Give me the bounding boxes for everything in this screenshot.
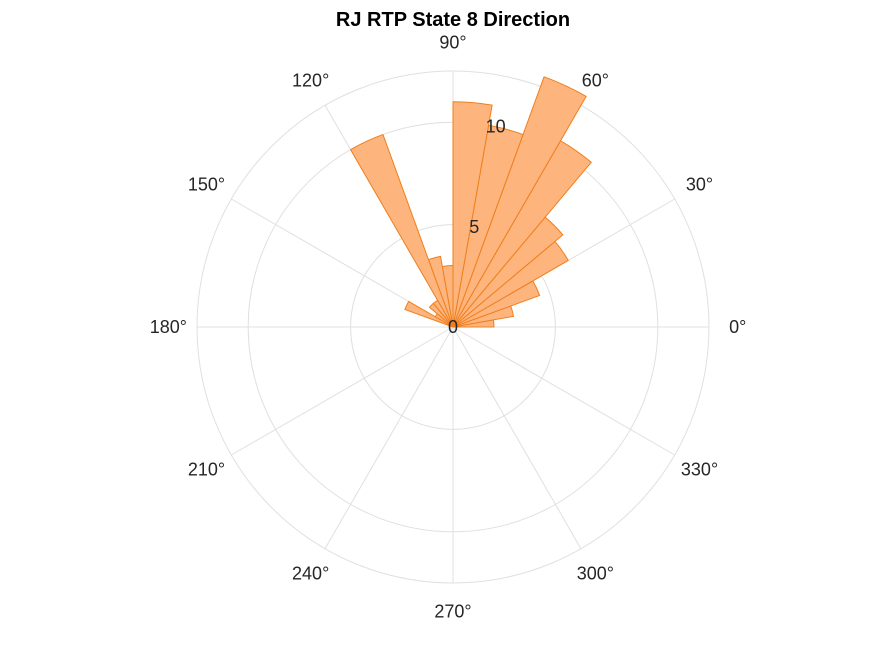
- histogram-bar-13: [428, 302, 454, 328]
- angle-label-90: 90°: [439, 32, 466, 52]
- histogram-bar-11: [349, 133, 454, 328]
- angle-label-180: 180°: [150, 317, 187, 337]
- histogram-bars: [349, 76, 592, 328]
- histogram-bar-8: [452, 101, 493, 328]
- angle-label-240: 240°: [292, 564, 329, 584]
- angle-label-30: 30°: [686, 175, 713, 195]
- angle-label-210: 210°: [188, 459, 225, 479]
- angle-label-300: 300°: [577, 564, 614, 584]
- grid-spoke-11: [452, 326, 675, 456]
- angle-label-330: 330°: [681, 459, 718, 479]
- angle-label-0: 0°: [729, 317, 746, 337]
- grid-spoke-7: [231, 326, 454, 456]
- grid-spoke-10: [452, 326, 582, 549]
- histogram-bar-15: [404, 300, 454, 328]
- angle-tick-labels: 0° 30° 60° 90° 120° 150° 180° 210° 240° 270° 300° 3…: [150, 32, 747, 621]
- angle-label-150: 150°: [188, 175, 225, 195]
- radial-tick-labels: 0 5 10: [448, 117, 506, 337]
- radial-label-5: 5: [469, 217, 479, 237]
- angle-label-270: 270°: [434, 602, 471, 622]
- radial-label-0: 0: [448, 317, 458, 337]
- angle-label-120: 120°: [292, 70, 329, 90]
- histogram-bar-6: [452, 76, 587, 328]
- radial-label-10: 10: [486, 117, 506, 137]
- angle-label-60: 60°: [582, 70, 609, 90]
- chart-title: RJ RTP State 8 Direction: [336, 9, 570, 31]
- grid-spoke-8: [324, 326, 454, 549]
